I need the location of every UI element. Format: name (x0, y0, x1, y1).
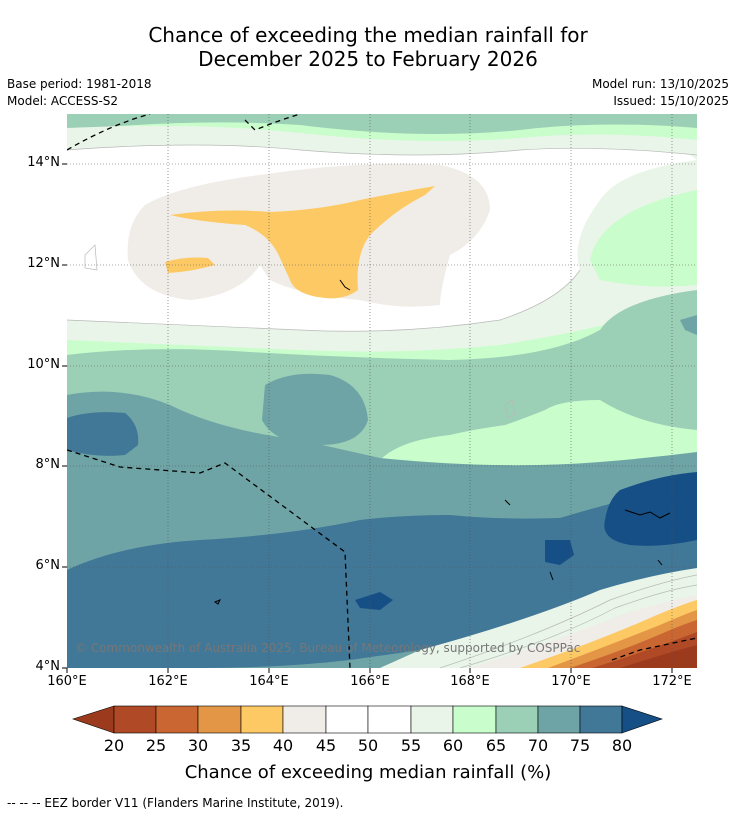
colorbar-bin-55-60 (410, 705, 454, 734)
lat-label-10n: 10°N (27, 357, 60, 372)
band-35-40-orange (170, 186, 435, 299)
colorbar-tick-45: 45 (315, 736, 337, 755)
colorbar-bin-50-55 (367, 705, 412, 734)
copyright-notice: © Commonwealth of Australia 2025, Bureau… (75, 641, 581, 655)
colorbar-bin-30-35 (197, 705, 242, 734)
band-65-70-top (67, 114, 697, 134)
lon-label-170e: 170°E (551, 674, 591, 689)
colorbar-extend-high (621, 705, 663, 734)
lat-label-14n: 14°N (27, 155, 60, 170)
band-65-70-mid (67, 290, 697, 470)
eez-borders (67, 114, 697, 668)
chart-title-line1: Chance of exceeding the median rainfall … (148, 23, 588, 47)
lon-label-164e: 164°E (249, 674, 289, 689)
colorbar-tick-80: 80 (611, 736, 633, 755)
lon-label-162e: 162°E (148, 674, 188, 689)
blob-70-75-right (680, 315, 697, 335)
chart-title-line2: December 2025 to February 2026 (198, 47, 538, 71)
lon-label-160e: 160°E (47, 674, 87, 689)
colorbar-bin-20-25 (113, 705, 157, 734)
colorbar-tick-70: 70 (527, 736, 549, 755)
colorbar-bin-45-50 (325, 705, 369, 734)
lon-label-168e: 168°E (450, 674, 490, 689)
issued-date: Issued: 15/10/2025 (613, 94, 729, 108)
model-run: Model run: 13/10/2025 (591, 77, 729, 91)
colorbar-tick-75: 75 (569, 736, 591, 755)
colorbar-title: Chance of exceeding median rainfall (%) (184, 762, 552, 783)
islands (213, 279, 671, 605)
graticule (67, 114, 697, 668)
lat-label-6n: 6°N (35, 558, 61, 573)
colorbar-bin-25-30 (155, 705, 199, 734)
colorbar-bin-35-40 (240, 705, 284, 734)
colorbar-tick-60: 60 (442, 736, 464, 755)
model-name: Model: ACCESS-S2 (7, 94, 119, 108)
eez-footnote: -- -- -- EEZ border V11 (Flanders Marine… (7, 796, 344, 810)
colorbar-tick-55: 55 (400, 736, 422, 755)
colorbar-tick-65: 65 (485, 736, 507, 755)
colorbar-bin-75-80 (579, 705, 623, 734)
colorbar-tick-25: 25 (145, 736, 167, 755)
blob-70-75-center (262, 373, 368, 445)
lat-label-4n: 4°N (35, 659, 61, 674)
lon-label-172e: 172°E (652, 674, 692, 689)
lat-label-12n: 12°N (27, 256, 60, 271)
colorbar-tick-40: 40 (272, 736, 294, 755)
blob-gt80-right (604, 472, 697, 546)
band-lt20-bottom (620, 645, 697, 668)
contour-fields (67, 114, 697, 668)
colorbar-tick-35: 35 (230, 736, 252, 755)
colorbar-bin-60-65 (452, 705, 497, 734)
lat-label-8n: 8°N (35, 457, 61, 472)
contour-lines (67, 144, 697, 668)
blob-gt80-tiny (355, 592, 393, 610)
colorbar-bin-40-45 (282, 705, 327, 734)
colorbar-extend-low (72, 705, 115, 734)
colorbar-tick-20: 20 (103, 736, 125, 755)
axis-ticks (62, 163, 673, 673)
colorbar-bin-70-75 (537, 705, 581, 734)
base-period: Base period: 1981-2018 (7, 77, 152, 91)
lon-label-166e: 166°E (350, 674, 390, 689)
colorbar-tick-30: 30 (187, 736, 209, 755)
colorbar-bin-65-70 (495, 705, 539, 734)
blob-gt80-small (545, 540, 574, 565)
colorbar-tick-50: 50 (357, 736, 379, 755)
colorbar (72, 705, 663, 734)
blob-75-80-left (67, 412, 139, 456)
